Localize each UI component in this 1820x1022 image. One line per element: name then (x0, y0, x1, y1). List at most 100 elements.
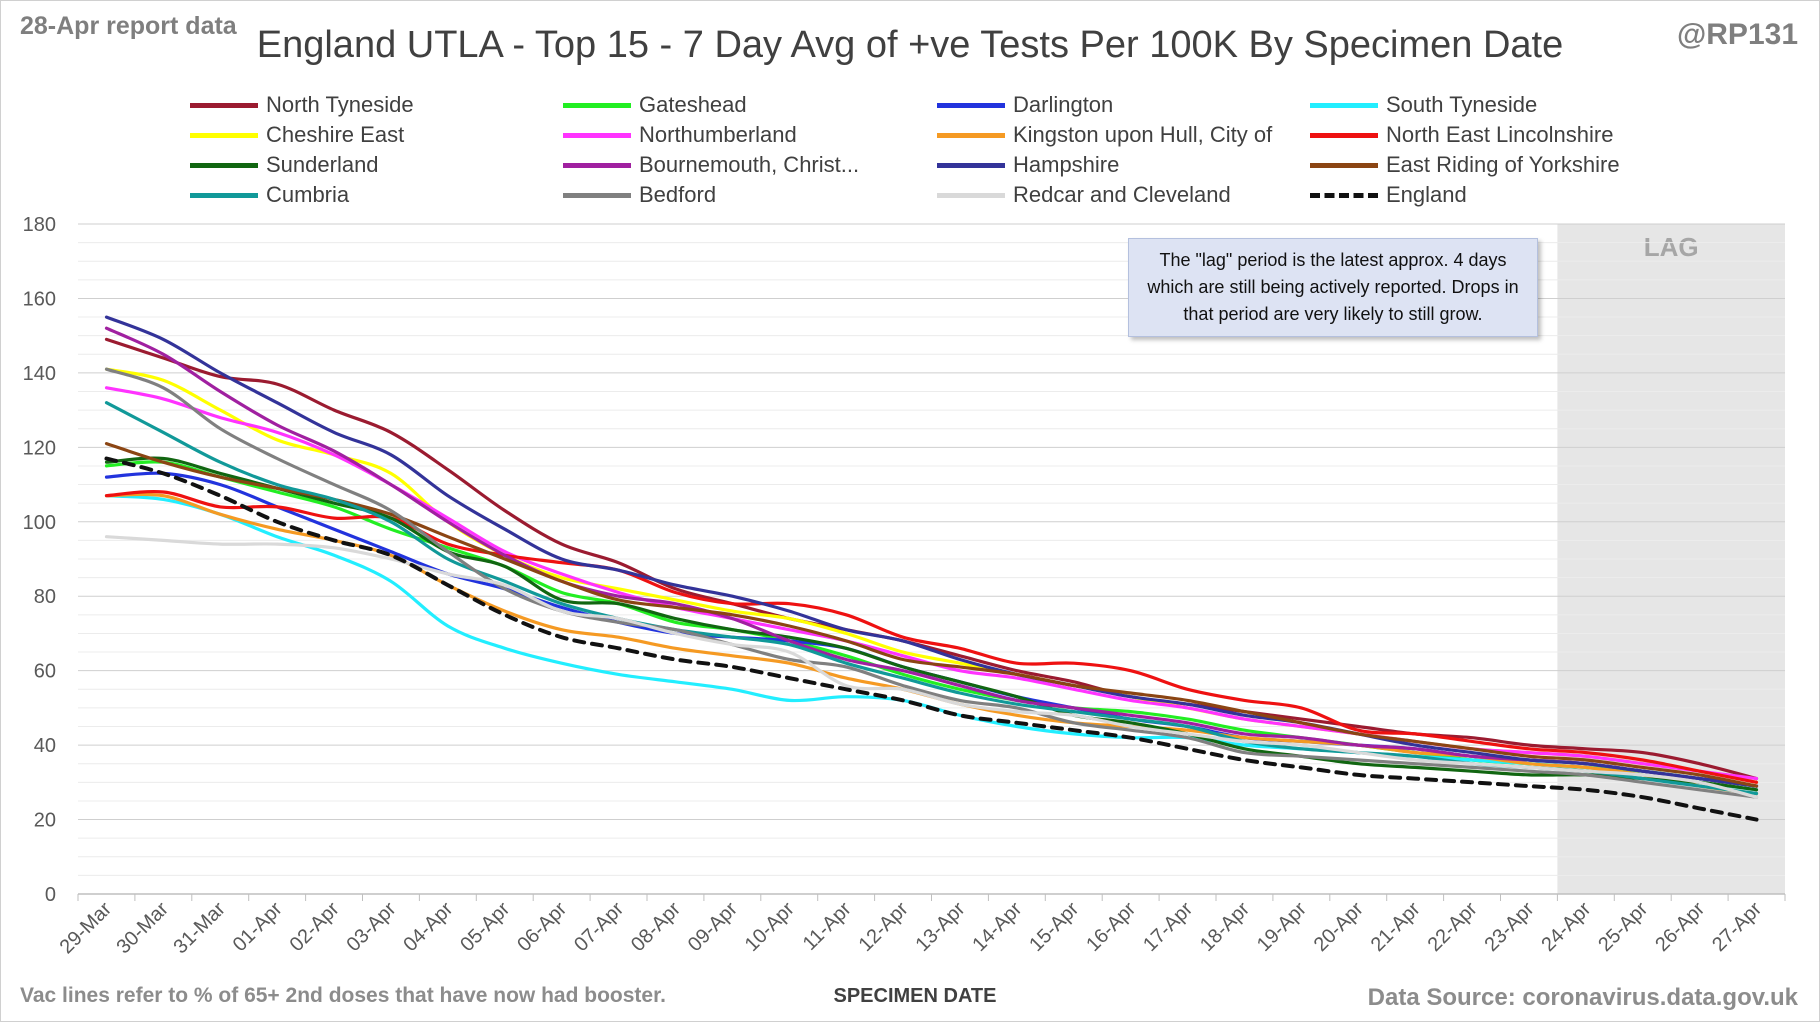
legend-swatch (563, 102, 631, 108)
legend-item-northumberland: Northumberland (563, 120, 797, 150)
lag-note: The "lag" period is the latest approx. 4… (1128, 238, 1538, 337)
legend-label: East Riding of Yorkshire (1386, 152, 1620, 177)
legend-swatch (563, 162, 631, 168)
x-tick-label: 27-Apr (1708, 898, 1766, 956)
x-tick-label: 26-Apr (1651, 898, 1709, 956)
legend-swatch (190, 192, 258, 198)
legend-item-south-tyneside: South Tyneside (1310, 90, 1537, 120)
y-tick-label: 40 (34, 735, 56, 757)
legend-swatch (1310, 192, 1378, 198)
x-tick-label: 10-Apr (741, 898, 799, 956)
legend-label: Gateshead (639, 92, 747, 117)
legend-item-redcar-and-cleveland: Redcar and Cleveland (937, 180, 1231, 210)
legend-label: North East Lincolnshire (1386, 122, 1614, 147)
legend-swatch (190, 162, 258, 168)
legend-item-bedford: Bedford (563, 180, 716, 210)
x-tick-label: 19-Apr (1253, 898, 1311, 956)
series-line-hampshire (104, 315, 1759, 788)
x-tick-label: 29-Mar (56, 898, 117, 959)
x-tick-label: 12-Apr (855, 898, 913, 956)
legend-item-england: England (1310, 180, 1467, 210)
x-tick-label: 14-Apr (968, 898, 1026, 956)
legend-item-bournemouth-christ: Bournemouth, Christ... (563, 150, 859, 180)
y-tick-label: 160 (23, 288, 56, 310)
legend-label: Northumberland (639, 122, 797, 147)
x-tick-label: 16-Apr (1082, 898, 1140, 956)
x-tick-label: 17-Apr (1139, 898, 1197, 956)
legend-swatch (937, 162, 1005, 168)
legend-label: Kingston upon Hull, City of (1013, 122, 1273, 147)
x-tick-label: 01-Apr (229, 898, 287, 956)
x-tick-label: 02-Apr (286, 898, 344, 956)
legend-label: Darlington (1013, 92, 1114, 117)
series-line-bedford (104, 367, 1759, 799)
x-tick-label: 03-Apr (342, 898, 400, 956)
legend-item-gateshead: Gateshead (563, 90, 747, 120)
legend-swatch (937, 192, 1005, 198)
series-line-darlington (104, 471, 1759, 788)
y-tick-label: 120 (23, 437, 56, 459)
x-tick-label: 30-Mar (113, 898, 174, 959)
y-tick-label: 80 (34, 586, 56, 608)
y-tick-label: 140 (23, 363, 56, 385)
data-source: Data Source: coronavirus.data.gov.uk (1367, 984, 1798, 1011)
y-tick-label: 60 (34, 661, 56, 683)
x-tick-label: 22-Apr (1424, 898, 1482, 956)
legend-item-cumbria: Cumbria (190, 180, 349, 210)
legend-item-hampshire: Hampshire (937, 150, 1119, 180)
x-tick-label: 23-Apr (1480, 898, 1538, 956)
legend-item-north-tyneside: North Tyneside (190, 90, 414, 120)
legend-swatch (937, 132, 1005, 138)
series-line-cheshire-east (104, 367, 1759, 784)
report-date-label: 28-Apr report data (20, 12, 237, 40)
legend-item-darlington: Darlington (937, 90, 1113, 120)
x-tick-label: 20-Apr (1310, 898, 1368, 956)
x-tick-label: 18-Apr (1196, 898, 1254, 956)
legend-label: North Tyneside (266, 92, 414, 117)
legend-swatch (190, 102, 258, 108)
legend-label: Cumbria (266, 182, 350, 207)
x-tick-label: 04-Apr (399, 898, 457, 956)
legend-item-kingston-upon-hull-city-of: Kingston upon Hull, City of (937, 120, 1272, 150)
author-handle: @RP131 (1677, 18, 1798, 51)
x-tick-label: 25-Apr (1594, 898, 1652, 956)
legend-swatch (563, 132, 631, 138)
chart-title: England UTLA - Top 15 - 7 Day Avg of +ve… (256, 24, 1564, 66)
legend-label: South Tyneside (1386, 92, 1538, 117)
vac-footnote: Vac lines refer to % of 65+ 2nd doses th… (20, 984, 666, 1007)
legend-swatch (190, 132, 258, 138)
legend-label: England (1386, 182, 1467, 207)
x-tick-label: 11-Apr (799, 898, 856, 955)
legend-swatch (1310, 162, 1378, 168)
legend-label: Redcar and Cleveland (1013, 182, 1231, 207)
legend-label: Cheshire East (266, 122, 405, 147)
legend-label: Sunderland (266, 152, 379, 177)
series-line-north-east-lincolnshire (104, 489, 1759, 784)
legend-swatch (937, 102, 1005, 108)
series-line-bournemouth-christ (104, 326, 1759, 788)
x-tick-label: 15-Apr (1025, 898, 1083, 956)
x-tick-label: 13-Apr (911, 898, 969, 956)
legend-label: Hampshire (1013, 152, 1120, 177)
x-tick-label: 24-Apr (1537, 898, 1595, 956)
lag-label: LAG (1644, 232, 1699, 262)
series-line-east-riding-of-yorkshire (104, 442, 1759, 788)
x-tick-label: 08-Apr (627, 898, 685, 956)
chart-legend: North Tyneside Gateshead Darlington South T… (190, 90, 1690, 214)
x-tick-label: 06-Apr (513, 898, 571, 956)
legend-item-east-riding-of-yorkshire: East Riding of Yorkshire (1310, 150, 1620, 180)
legend-label: Bournemouth, Christ... (639, 152, 860, 177)
x-tick-label: 31-Mar (169, 898, 230, 959)
series-line-northumberland (104, 386, 1759, 781)
x-tick-label: 07-Apr (570, 898, 628, 956)
legend-label: Bedford (639, 182, 717, 207)
legend-item-sunderland: Sunderland (190, 150, 379, 180)
legend-swatch (1310, 102, 1378, 108)
y-tick-label: 20 (34, 810, 56, 832)
y-tick-label: 0 (45, 884, 56, 906)
x-tick-label: 09-Apr (684, 898, 742, 956)
series-line-redcar-and-cleveland (104, 535, 1759, 799)
legend-item-cheshire-east: Cheshire East (190, 120, 404, 150)
y-tick-label: 100 (23, 512, 56, 534)
